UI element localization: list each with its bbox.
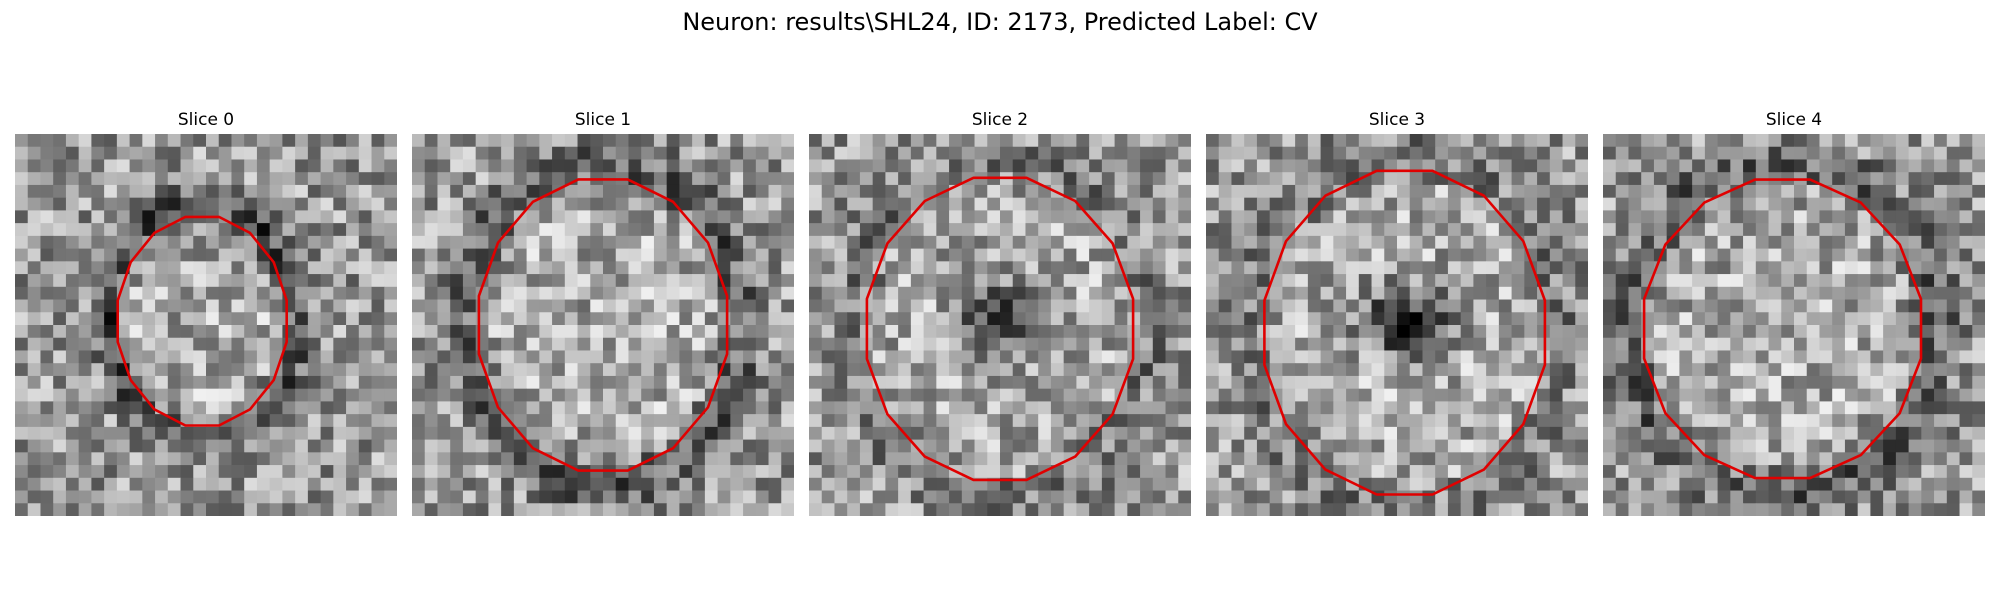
pixel-grid [412,134,794,516]
slice-title-0: Slice 0 [177,110,235,130]
slice-panel-0: Slice 0 [15,108,397,516]
slice-title-1: Slice 1 [574,110,632,130]
pixel-grid [1206,134,1588,516]
slice-title-3: Slice 3 [1368,110,1426,130]
contour-outline [477,178,729,472]
slice-title-2: Slice 2 [971,110,1029,130]
slice-image-3 [1206,134,1588,516]
pixel-grid [15,134,397,516]
contour-outline [1642,178,1923,480]
contour-outline [865,176,1135,482]
slice-title-4: Slice 4 [1765,110,1823,130]
slice-panel-4: Slice 4 [1603,108,1985,516]
slice-image-1 [412,134,794,516]
slice-panel-2: Slice 2 [809,108,1191,516]
contour-outline [1263,169,1547,496]
slice-panel-3: Slice 3 [1206,108,1588,516]
slice-image-0 [15,134,397,516]
slice-panel-1: Slice 1 [412,108,794,516]
figure-title: Neuron: results\SHL24, ID: 2173, Predict… [682,8,1318,36]
contour-outline [116,215,289,427]
pixel-grid [1603,134,1985,516]
slice-image-4 [1603,134,1985,516]
slice-image-2 [809,134,1191,516]
